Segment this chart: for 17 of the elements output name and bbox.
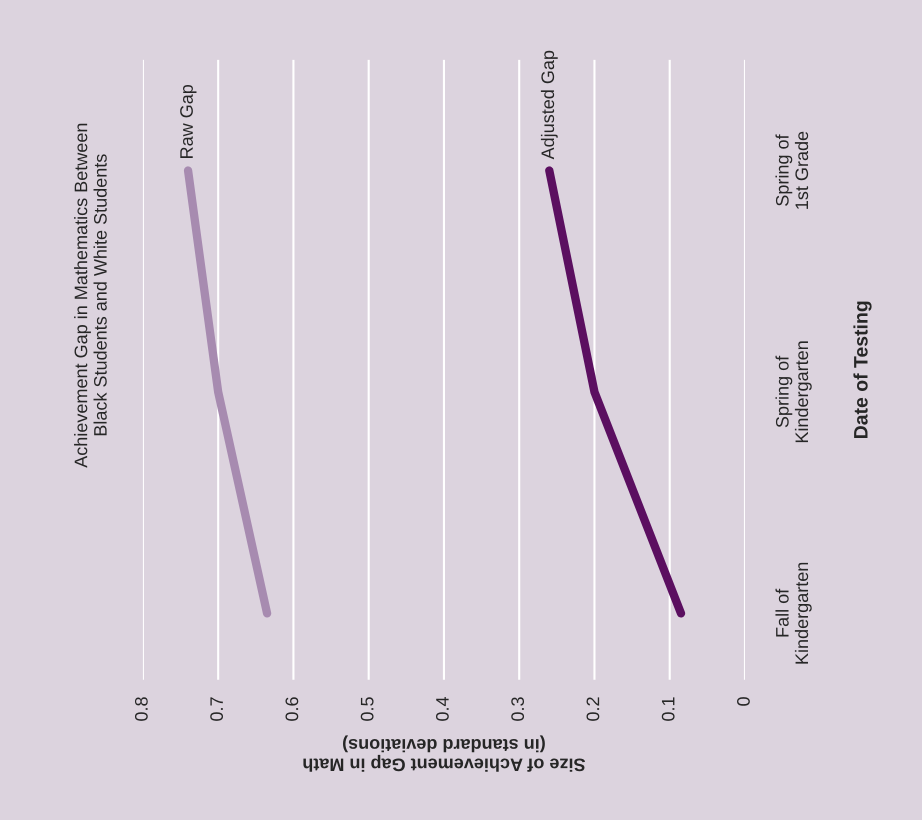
x-tick-label: 0.8: [134, 697, 148, 721]
y-tick-label: Spring of Kindergarten: [775, 341, 812, 442]
x-tick-label: 0.3: [511, 697, 524, 721]
x-axis-title: Size of Achievement Gap in Math (in standard deviations): [303, 735, 586, 772]
x-tick-label: 0.6: [285, 697, 298, 721]
x-tick-label: 0.1: [662, 697, 675, 721]
x-tick-label: 0: [737, 697, 750, 706]
x-tick-label: 0.7: [210, 697, 224, 721]
x-tick-label: 0.2: [586, 697, 600, 721]
y-axis-title: Date of Testing: [853, 302, 872, 438]
text: Adjusted Gap: [540, 50, 558, 160]
x-tick-label: 0.4: [436, 696, 449, 721]
text: Raw Gap: [180, 84, 196, 158]
x-tick-label: 0.5: [360, 697, 374, 721]
text: Achievement Gap in Mathematics Between Black Students and White Students: [74, 124, 107, 468]
y-tick-label: Spring of 1st Grade: [775, 132, 808, 209]
y-tick-label: Fall of Kindergarten: [775, 562, 812, 664]
